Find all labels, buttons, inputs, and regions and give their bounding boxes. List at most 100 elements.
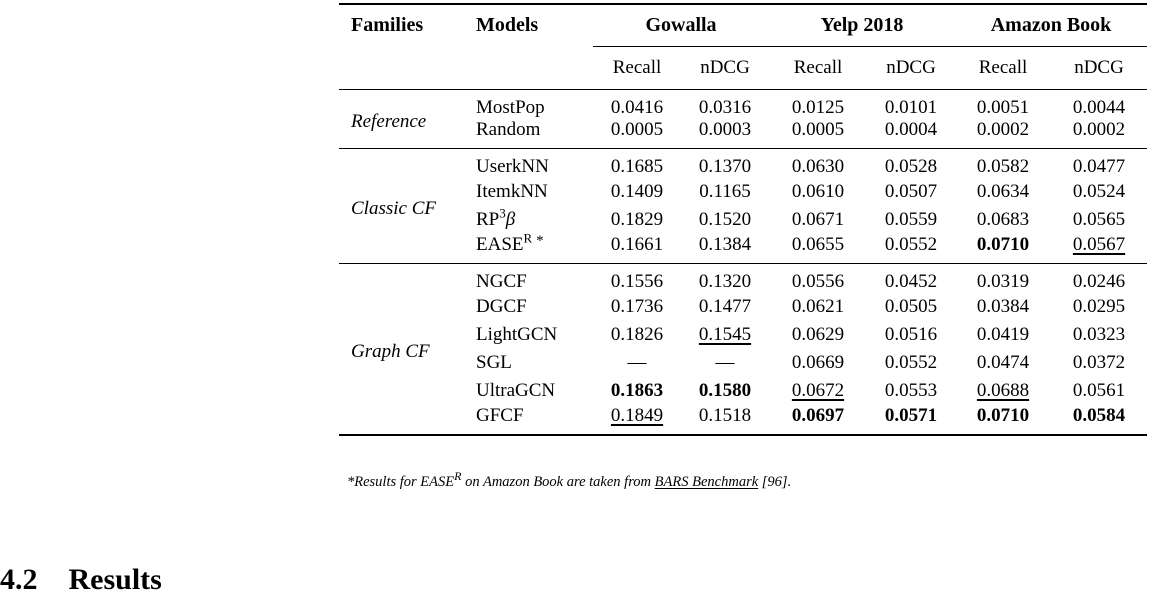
results-table-container: Families Models Gowalla Yelp 2018 Amazon… — [339, 3, 1148, 436]
table-header: Families Models Gowalla Yelp 2018 Amazon… — [339, 4, 1148, 90]
metric-value: 0.0565 — [1051, 206, 1147, 234]
bars-benchmark-link[interactable]: BARS Benchmark — [654, 474, 759, 490]
metric-value: 0.1826 — [593, 321, 681, 349]
model-superscript: 3 — [499, 205, 506, 221]
model-star: * — [536, 232, 544, 249]
metric-value-text: 0.1736 — [610, 295, 664, 317]
metric-value: 0.0610 — [769, 178, 867, 206]
metric-value: 0.0416 — [593, 88, 681, 119]
metric-value: 0.0559 — [867, 206, 955, 234]
metric-value: — — [681, 349, 769, 377]
metric-value-text: 0.1518 — [698, 404, 752, 426]
metric-value: 0.0477 — [1051, 147, 1148, 178]
table-row: SGL — — 0.0669 0.0552 0.0474 0.0372 — [339, 349, 1147, 377]
metric-value-text: 0.0477 — [1072, 155, 1126, 177]
metric-value-text: 0.1384 — [698, 233, 752, 255]
model-name: NGCF — [468, 262, 593, 293]
metric-value-text: 0.1320 — [698, 270, 752, 292]
metric-value: 0.0005 — [593, 119, 681, 149]
metric-value-text: 0.0629 — [791, 323, 845, 345]
table-group-graph-cf: Graph CF NGCF 0.1556 0.1320 0.0556 0.045… — [339, 262, 1148, 435]
model-base: NGCF — [476, 270, 527, 292]
header-row-metrics: Recall nDCG Recall nDCG Recall nDCG — [339, 46, 1148, 90]
metric-value-text: 0.0524 — [1072, 180, 1126, 202]
metric-value-text: 0.0295 — [1072, 295, 1126, 317]
metric-value: 0.1384 — [681, 234, 769, 264]
model-base: UltraGCN — [476, 379, 556, 401]
metric-value: 0.0044 — [1051, 88, 1148, 119]
metric-value: 0.0710 — [955, 405, 1051, 435]
metric-value-text: 0.1545 — [698, 323, 752, 345]
metric-value: 0.1370 — [681, 147, 769, 178]
model-base: GFCF — [476, 404, 524, 426]
metric-value-text: 0.0584 — [1072, 404, 1126, 426]
table-row: EASER * 0.1661 0.1384 0.0655 0.0552 0.071… — [339, 231, 1147, 264]
metric-value-text: 0.0553 — [884, 379, 938, 401]
table-row: GFCF 0.1849 0.1518 0.0697 0.0571 0.0710 … — [339, 405, 1147, 435]
metric-header-recall: Recall — [955, 46, 1052, 90]
metric-value: 0.0630 — [769, 147, 867, 178]
metric-value: 0.0524 — [1051, 178, 1147, 206]
metric-value: 0.1409 — [593, 178, 681, 206]
table-group-classic-cf: Classic CF UserkNN 0.1685 0.1370 0.0630 … — [339, 147, 1148, 264]
metric-value-text: 0.0683 — [976, 208, 1030, 230]
metric-value: 0.0101 — [867, 88, 956, 119]
footnote-superscript: R — [454, 469, 462, 484]
metric-value-text: 0.0051 — [976, 96, 1030, 118]
table-footnote: *Results for EASER on Amazon Book are ta… — [347, 470, 1137, 491]
metric-header-ndcg: nDCG — [681, 46, 769, 90]
metric-value: 0.0125 — [769, 88, 867, 119]
table-row: DGCF 0.1736 0.1477 0.0621 0.0505 0.0384 … — [339, 293, 1147, 321]
metric-value: 0.1829 — [593, 206, 681, 234]
metric-value-text: 0.0688 — [976, 379, 1030, 401]
metric-header-ndcg: nDCG — [867, 46, 956, 90]
table-row: UltraGCN 0.1863 0.1580 0.0672 0.0553 0.0… — [339, 377, 1147, 405]
metric-value-text: 0.0559 — [884, 208, 938, 230]
metric-value: 0.0419 — [955, 321, 1051, 349]
metric-value: 0.0655 — [769, 234, 867, 264]
section-number: 4.2 — [0, 563, 38, 596]
metric-value-text: 0.1370 — [698, 155, 752, 177]
metric-value: 0.0452 — [867, 262, 956, 293]
metric-value: 0.0556 — [769, 262, 867, 293]
model-name: SGL — [468, 349, 593, 377]
metric-value: 0.1556 — [593, 262, 681, 293]
table-row: Reference MostPop 0.0416 0.0316 0.0125 0… — [339, 88, 1148, 148]
metric-value: 0.1320 — [681, 262, 769, 293]
metric-value-text: 0.0474 — [976, 351, 1030, 373]
metric-value: 0.0372 — [1051, 349, 1147, 377]
metric-value: 0.1165 — [681, 178, 769, 206]
metric-value-text: 0.0316 — [698, 96, 752, 118]
dataset-header-amazon-book: Amazon Book — [955, 4, 1148, 47]
metric-value-text: 0.0319 — [976, 270, 1030, 292]
metric-value: 0.0671 — [769, 206, 867, 234]
metric-value: 0.0246 — [1051, 262, 1148, 293]
family-label: Reference — [339, 88, 468, 148]
metric-value: 0.0552 — [867, 234, 955, 264]
metric-value-text: 0.0552 — [884, 351, 938, 373]
metric-value-text: 0.0044 — [1072, 96, 1126, 118]
metric-header-recall: Recall — [593, 46, 681, 90]
footnote-text-suffix: [96]. — [758, 474, 792, 490]
metric-value-text: 0.1661 — [610, 233, 664, 255]
metric-value-text: 0.1829 — [610, 208, 664, 230]
metric-value-text: 0.0710 — [976, 404, 1030, 426]
metric-value: 0.0505 — [867, 293, 955, 321]
metric-value: 0.1520 — [681, 206, 769, 234]
model-base: EASE — [476, 233, 524, 255]
metric-value-text: 0.0610 — [791, 180, 845, 202]
table-row: Classic CF UserkNN 0.1685 0.1370 0.0630 … — [339, 147, 1148, 263]
model-name: LightGCN — [468, 321, 593, 349]
metric-value-text: 0.0621 — [791, 295, 845, 317]
metric-value: 0.1685 — [593, 147, 681, 178]
metric-value: 0.1477 — [681, 293, 769, 321]
metric-value-text: 0.1685 — [610, 155, 664, 177]
metric-header-recall: Recall — [769, 46, 867, 90]
metric-value-text: 0.0419 — [976, 323, 1030, 345]
metric-value-text: — — [715, 351, 735, 373]
metric-value-text: 0.0582 — [976, 155, 1030, 177]
metric-value: 0.0553 — [867, 377, 955, 405]
metric-value-text: 0.1826 — [610, 323, 664, 345]
metric-value-text: 0.0671 — [791, 208, 845, 230]
model-name: MostPop — [468, 88, 593, 119]
